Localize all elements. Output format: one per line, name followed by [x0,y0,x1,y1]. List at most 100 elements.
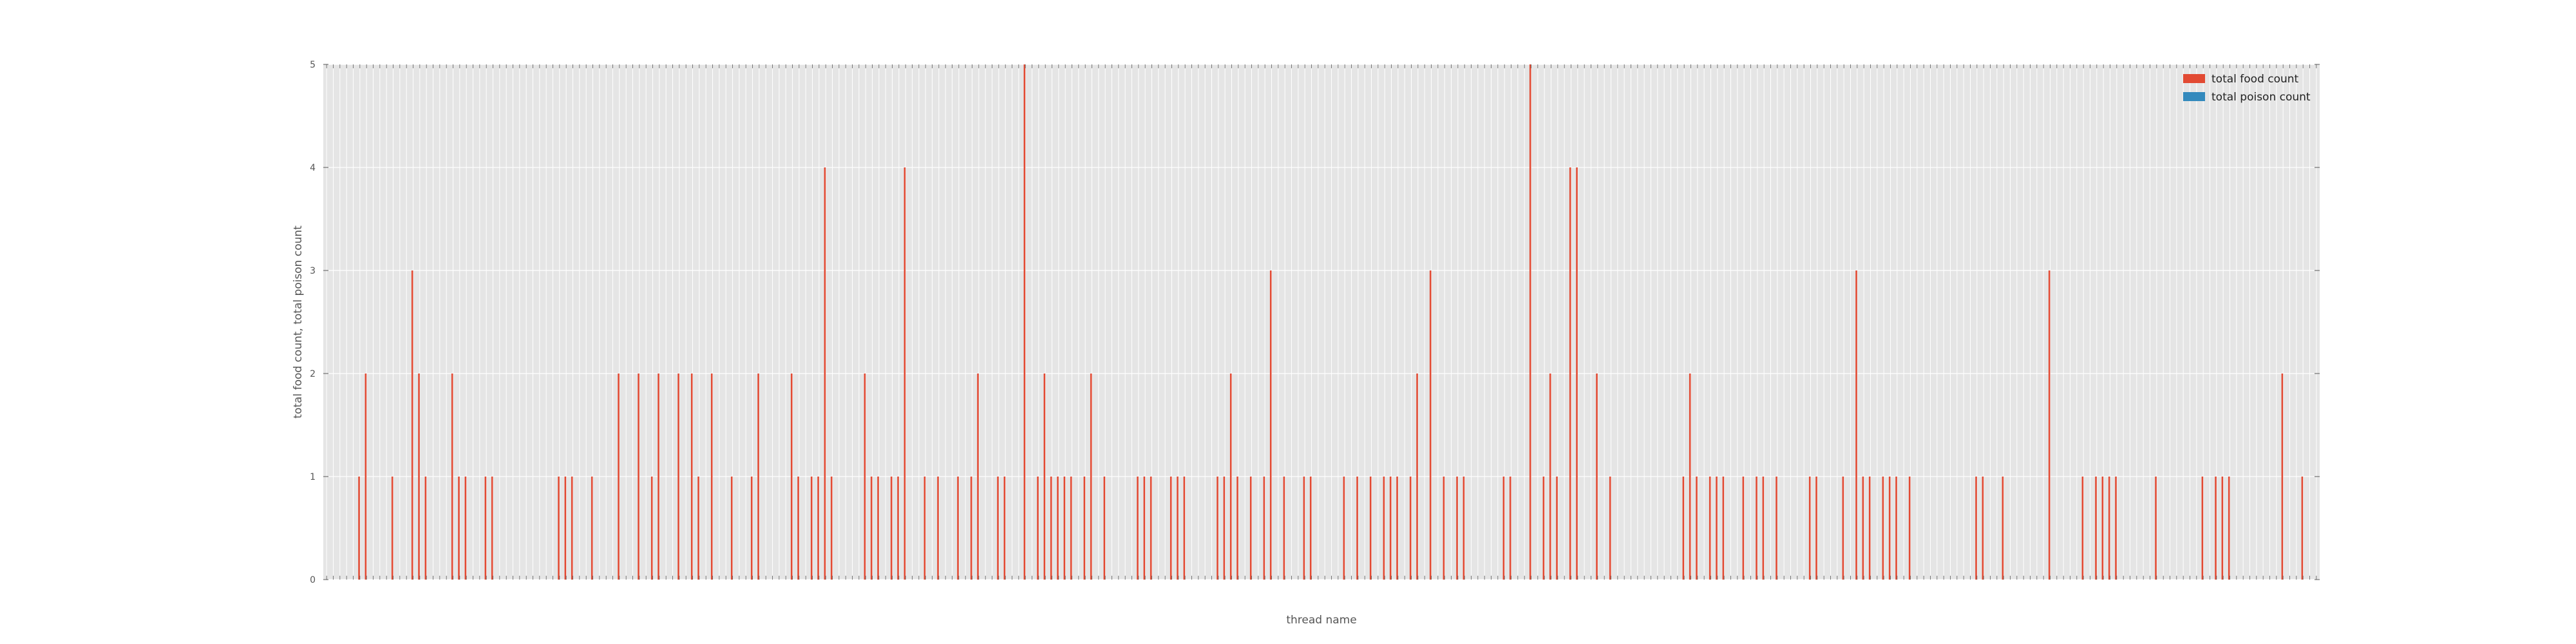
bar-food [1842,477,1844,580]
legend-swatch-food [2183,74,2205,83]
bar-food [1776,477,1777,580]
bar-food [1429,270,1432,580]
bar-food [1609,477,1611,580]
bar-food [690,374,693,580]
bar-food [730,477,733,580]
y-tick-label: 1 [310,472,316,482]
bar-food [1569,167,1571,580]
bar-food [970,477,972,580]
legend: total food count total poison count [2183,73,2311,104]
bar-food [1283,477,1285,580]
bar-food [638,374,639,580]
bar-food [1882,477,1884,580]
bar-food [391,477,393,580]
bar-food [2108,477,2110,580]
bar-food [1356,477,1358,580]
bar-food [904,167,906,580]
bar-food [1003,477,1006,580]
bar-food [1716,477,1718,580]
bar-food [1815,477,1817,580]
bar-food [1070,477,1072,580]
bar-food [923,477,926,580]
bar-food [411,270,413,580]
bar-food [1742,477,1745,580]
y-tick-label: 0 [310,575,316,585]
bar-food [790,374,793,580]
bar-food [484,477,487,580]
bar-food [451,374,453,580]
bar-food [1023,64,1026,580]
bar-food [591,477,593,580]
bar-food [957,477,959,580]
bar-food [1808,477,1811,580]
bar-food [571,477,573,580]
bar-food [1229,374,1232,580]
bar-food [1050,477,1052,580]
bar-food [1083,477,1086,580]
y-tick-label: 5 [310,60,316,70]
bar-food [1269,270,1272,580]
bar-food [1037,477,1039,580]
bar-food [757,374,759,580]
bar-food [824,167,826,580]
bar-food [1888,477,1891,580]
bar-food [1263,477,1265,580]
bar-food [564,477,567,580]
bar-food [658,374,659,580]
bar-food [1063,477,1066,580]
bar-food [997,477,999,580]
bar-food [2301,477,2304,580]
bar-food [2228,477,2230,580]
bar-food [650,477,653,580]
bar-food [2155,477,2157,580]
bar-food [2221,477,2224,580]
bar-food [558,477,560,580]
bar-food [1090,374,1092,580]
bar-food [1908,477,1911,580]
bar-food [897,477,899,580]
bar-food [890,477,893,580]
bar-food [870,477,873,580]
bar-food [1549,374,1551,580]
plot-area-background [323,64,2320,580]
bar-food [1303,477,1305,580]
bar-food [1576,167,1578,580]
bar-food [1177,477,1179,580]
bar-food [710,374,713,580]
x-axis-ticks [326,64,2317,580]
bar-food [1509,477,1511,580]
bar-food [1868,477,1871,580]
bar-food [1170,477,1172,580]
bar-food [1855,270,1857,580]
legend-swatch-poison [2183,92,2205,101]
bar-food [2095,477,2097,580]
bar-food [977,374,979,580]
bar-food [618,374,620,580]
bar-food [1103,477,1106,580]
bar-food [1369,477,1372,580]
bar-food [1150,477,1152,580]
bar-food [418,374,420,580]
bar-food [491,477,493,580]
bar-food [1183,477,1186,580]
legend-label-poison: total poison count [2211,91,2311,104]
bar-food [458,477,460,580]
bar-food [1396,477,1398,580]
bar-food [1696,477,1698,580]
bar-food [2215,477,2217,580]
bar-food [697,477,699,580]
bar-food [1556,477,1558,580]
bar-food [1309,477,1312,580]
bar-food [1249,477,1252,580]
x-axis-label: thread name [1286,614,1356,627]
bar-food [797,477,799,580]
bar-food [750,477,753,580]
y-axis-ticks: 0 1 2 3 4 5 [310,60,2320,585]
bar-food [2101,477,2104,580]
y-tick-label: 3 [310,266,316,276]
bar-food [358,477,360,580]
bar-food [1343,477,1345,580]
y-tick-label: 4 [310,163,316,173]
bars [358,64,2304,580]
